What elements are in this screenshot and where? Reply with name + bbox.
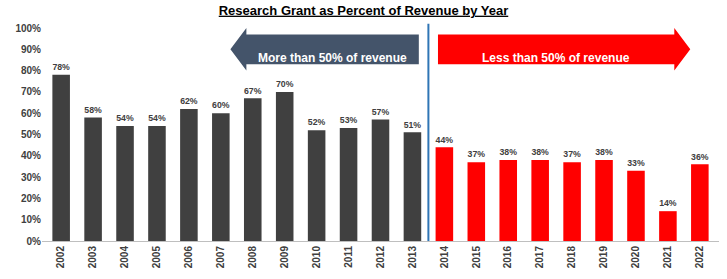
svg-text:70%: 70% [21,86,41,97]
svg-text:60%: 60% [212,100,230,110]
svg-text:53%: 53% [340,115,358,125]
svg-text:20%: 20% [21,193,41,204]
svg-text:60%: 60% [21,108,41,119]
svg-text:10%: 10% [21,214,41,225]
svg-text:More than 50% of revenue: More than 50% of revenue [258,51,407,65]
svg-text:2008: 2008 [247,246,258,269]
svg-text:90%: 90% [21,44,41,55]
svg-text:2006: 2006 [183,246,194,269]
svg-text:2009: 2009 [279,246,290,269]
svg-text:70%: 70% [276,79,294,89]
svg-text:38%: 38% [595,147,613,157]
svg-text:Less than 50% of revenue: Less than 50% of revenue [482,51,630,65]
svg-text:2007: 2007 [215,246,226,269]
svg-text:54%: 54% [116,113,134,123]
svg-text:2021: 2021 [662,246,673,269]
svg-text:2010: 2010 [311,246,322,269]
svg-text:54%: 54% [148,113,166,123]
svg-text:62%: 62% [180,96,198,106]
svg-text:14%: 14% [659,198,677,208]
svg-text:57%: 57% [372,107,390,117]
svg-text:2002: 2002 [55,246,66,269]
svg-text:80%: 80% [21,65,41,76]
svg-text:2018: 2018 [566,246,577,269]
svg-text:37%: 37% [468,149,486,159]
svg-text:2015: 2015 [471,246,482,269]
svg-text:38%: 38% [499,147,517,157]
svg-text:78%: 78% [52,62,70,72]
svg-text:2022: 2022 [694,246,705,269]
svg-text:100%: 100% [15,23,41,34]
svg-text:2013: 2013 [407,246,418,269]
svg-text:51%: 51% [404,120,422,130]
svg-text:33%: 33% [627,158,645,168]
svg-text:2003: 2003 [87,246,98,269]
svg-text:2020: 2020 [630,246,641,269]
svg-text:44%: 44% [436,135,454,145]
svg-text:37%: 37% [563,149,581,159]
svg-text:52%: 52% [308,117,326,127]
svg-text:Research Grant as Percent of R: Research Grant as Percent of Revenue by … [219,3,509,18]
svg-text:40%: 40% [21,150,41,161]
svg-text:30%: 30% [21,172,41,183]
svg-text:2014: 2014 [439,246,450,269]
svg-text:2016: 2016 [502,246,513,269]
svg-text:36%: 36% [691,152,709,162]
svg-text:2011: 2011 [343,246,354,268]
svg-text:2005: 2005 [151,246,162,269]
svg-text:67%: 67% [244,86,262,96]
svg-text:38%: 38% [531,147,549,157]
svg-text:0%: 0% [27,236,42,247]
svg-text:58%: 58% [84,105,102,115]
svg-text:2019: 2019 [598,246,609,269]
svg-text:50%: 50% [21,129,41,140]
svg-text:2012: 2012 [375,246,386,269]
svg-text:2004: 2004 [119,246,130,269]
svg-text:2017: 2017 [534,246,545,269]
